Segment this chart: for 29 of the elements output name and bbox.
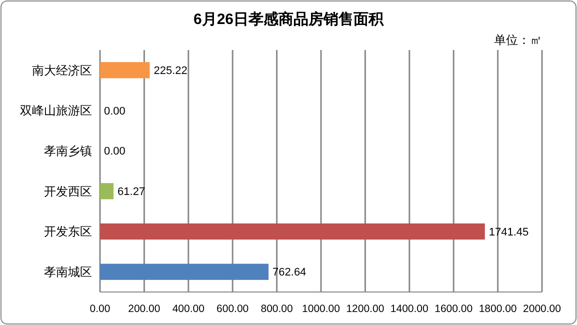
x-tick-label: 400.00 [172, 303, 205, 315]
data-label: 0.00 [104, 105, 126, 118]
bar [100, 264, 269, 280]
x-tick-label: 600.00 [216, 303, 249, 315]
data-label: 225.22 [154, 65, 188, 78]
data-label: 1741.45 [488, 226, 529, 238]
bar [100, 183, 114, 200]
x-tick-label: 1200.00 [346, 303, 384, 315]
x-tick-label: 2000.00 [523, 303, 562, 315]
y-tick-label: 孝南城区 [44, 265, 92, 280]
x-tick-label: 1000.00 [302, 303, 340, 315]
x-tick-label: 1800.00 [478, 303, 517, 315]
chart-title: 6月26日孝感商品房销售面积 [193, 10, 385, 28]
y-tick-label: 开发东区 [44, 224, 92, 239]
data-label: 762.64 [272, 266, 306, 279]
y-tick-label: 开发西区 [44, 184, 92, 198]
x-tick-label: 1600.00 [434, 303, 473, 315]
y-tick-label: 孝南乡镇 [44, 144, 92, 158]
data-label: 61.27 [118, 186, 146, 198]
bar [100, 223, 485, 240]
data-label: 0.00 [104, 146, 126, 158]
bar [100, 62, 150, 78]
y-tick-label: 双峰山旅游区 [20, 104, 92, 118]
y-tick-label: 南大经济区 [32, 63, 92, 78]
x-tick-label: 200.00 [128, 303, 160, 315]
x-tick-label: 0.00 [90, 303, 110, 315]
x-tick-label: 800.00 [260, 303, 294, 315]
chart-subtitle: 单位：㎡ [494, 33, 542, 47]
x-tick-label: 1400.00 [390, 303, 429, 315]
